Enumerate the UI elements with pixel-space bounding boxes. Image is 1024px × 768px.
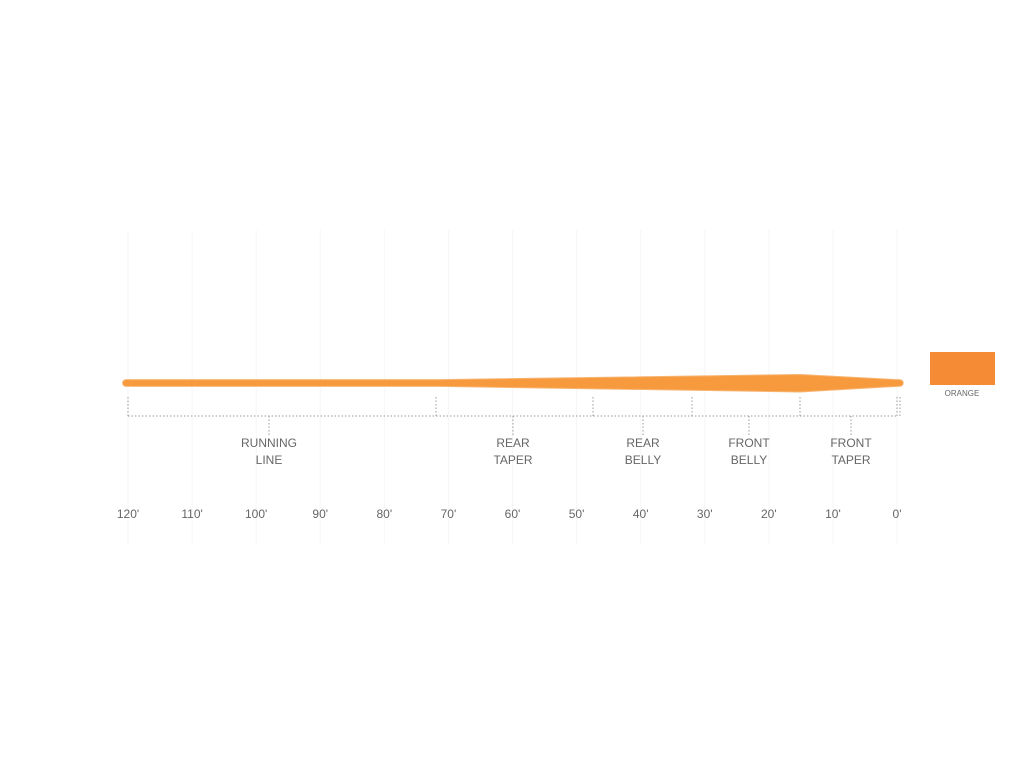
axis-label: 100' (245, 507, 267, 521)
axis-label: 30' (697, 507, 713, 521)
axis-label: 80' (377, 507, 393, 521)
segment-label: FRONT (830, 436, 872, 450)
swatch-label: ORANGE (945, 389, 980, 398)
color-swatch (930, 352, 995, 385)
segment-label: TAPER (831, 453, 870, 467)
axis-label: 60' (505, 507, 521, 521)
axis-label: 70' (441, 507, 457, 521)
segment-label: LINE (256, 453, 283, 467)
segment-label: REAR (496, 436, 530, 450)
segment-label: BELLY (625, 453, 661, 467)
axis-label: 10' (825, 507, 841, 521)
axis-label: 40' (633, 507, 649, 521)
segment-label: TAPER (493, 453, 532, 467)
segment-label: REAR (626, 436, 660, 450)
segment-label: BELLY (731, 453, 767, 467)
axis-label: 50' (569, 507, 585, 521)
axis-label: 0' (893, 507, 902, 521)
segment-label: RUNNING (241, 436, 297, 450)
axis-label: 20' (761, 507, 777, 521)
axis-label: 120' (117, 507, 139, 521)
axis-label: 110' (181, 507, 202, 521)
segment-label: FRONT (728, 436, 770, 450)
axis-label: 90' (312, 507, 328, 521)
fly-line (122, 373, 904, 393)
